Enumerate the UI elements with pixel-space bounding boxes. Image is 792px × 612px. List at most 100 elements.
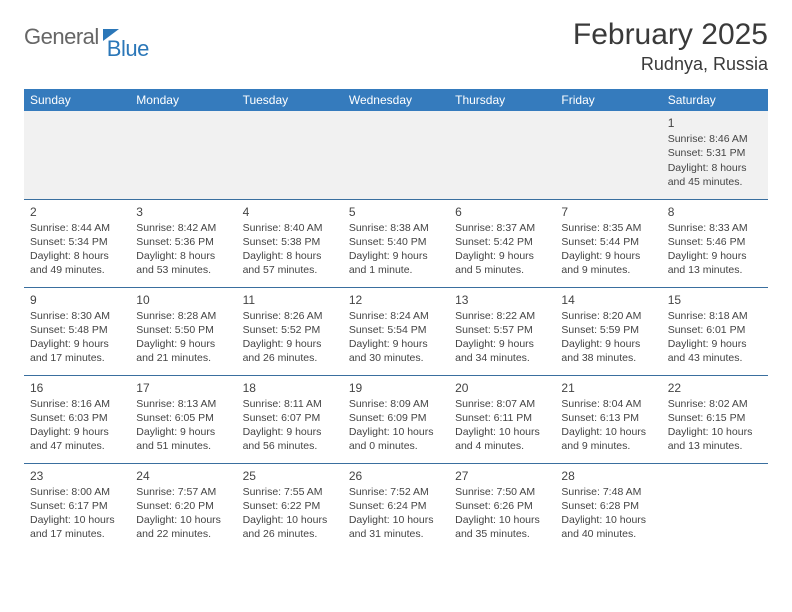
day-number: 1 <box>668 115 762 131</box>
sunset-text: Sunset: 6:15 PM <box>668 411 762 425</box>
day-header-row: Sunday Monday Tuesday Wednesday Thursday… <box>24 89 768 111</box>
day-number: 17 <box>136 380 230 396</box>
day-number: 12 <box>349 292 443 308</box>
daylight-text: Daylight: 10 hours and 22 minutes. <box>136 513 230 541</box>
daylight-text: Daylight: 9 hours and 26 minutes. <box>243 337 337 365</box>
daylight-text: Daylight: 9 hours and 1 minute. <box>349 249 443 277</box>
month-title: February 2025 <box>573 18 768 52</box>
sunset-text: Sunset: 6:24 PM <box>349 499 443 513</box>
sunrise-text: Sunrise: 7:50 AM <box>455 485 549 499</box>
day-number: 14 <box>561 292 655 308</box>
day-number: 18 <box>243 380 337 396</box>
calendar-cell: 4Sunrise: 8:40 AMSunset: 5:38 PMDaylight… <box>237 199 343 287</box>
sunrise-text: Sunrise: 8:16 AM <box>30 397 124 411</box>
logo-text-blue: Blue <box>107 36 149 62</box>
day-number: 22 <box>668 380 762 396</box>
day-number: 10 <box>136 292 230 308</box>
daylight-text: Daylight: 9 hours and 47 minutes. <box>30 425 124 453</box>
sunset-text: Sunset: 5:48 PM <box>30 323 124 337</box>
sunrise-text: Sunrise: 8:30 AM <box>30 309 124 323</box>
sunrise-text: Sunrise: 8:22 AM <box>455 309 549 323</box>
daylight-text: Daylight: 9 hours and 43 minutes. <box>668 337 762 365</box>
daylight-text: Daylight: 9 hours and 5 minutes. <box>455 249 549 277</box>
sunset-text: Sunset: 6:17 PM <box>30 499 124 513</box>
dayhead-sun: Sunday <box>24 89 130 111</box>
sunrise-text: Sunrise: 8:04 AM <box>561 397 655 411</box>
calendar-week-row: 23Sunrise: 8:00 AMSunset: 6:17 PM Dayligh… <box>24 463 768 551</box>
sunrise-text: Sunrise: 7:52 AM <box>349 485 443 499</box>
daylight-text: Daylight: 9 hours and 21 minutes. <box>136 337 230 365</box>
calendar-cell: 2Sunrise: 8:44 AMSunset: 5:34 PMDaylight… <box>24 199 130 287</box>
calendar-cell: 20Sunrise: 8:07 AMSunset: 6:11 PMDayligh… <box>449 375 555 463</box>
sunrise-text: Sunrise: 8:00 AM <box>30 485 124 499</box>
daylight-text: Daylight: 10 hours and 35 minutes. <box>455 513 549 541</box>
calendar-cell: 25Sunrise: 7:55 AMSunset: 6:22 PMDayligh… <box>237 463 343 551</box>
calendar-cell: 22Sunrise: 8:02 AMSunset: 6:15 PMDayligh… <box>662 375 768 463</box>
calendar-cell <box>343 111 449 199</box>
dayhead-thu: Thursday <box>449 89 555 111</box>
sunrise-text: Sunrise: 8:07 AM <box>455 397 549 411</box>
sunrise-text: Sunrise: 8:40 AM <box>243 221 337 235</box>
daylight-text: Daylight: 9 hours and 51 minutes. <box>136 425 230 453</box>
sunset-text: Sunset: 6:22 PM <box>243 499 337 513</box>
sunset-text: Sunset: 6:07 PM <box>243 411 337 425</box>
calendar-cell <box>449 111 555 199</box>
calendar-cell <box>130 111 236 199</box>
daylight-text: Daylight: 10 hours and 40 minutes. <box>561 513 655 541</box>
calendar-week-row: 16Sunrise: 8:16 AMSunset: 6:03 PMDayligh… <box>24 375 768 463</box>
sunset-text: Sunset: 6:03 PM <box>30 411 124 425</box>
sunrise-text: Sunrise: 8:18 AM <box>668 309 762 323</box>
daylight-text: Daylight: 10 hours and 0 minutes. <box>349 425 443 453</box>
sunset-text: Sunset: 5:38 PM <box>243 235 337 249</box>
daylight-text: Daylight: 10 hours and 26 minutes. <box>243 513 337 541</box>
day-number: 25 <box>243 468 337 484</box>
sunrise-text: Sunrise: 8:11 AM <box>243 397 337 411</box>
sunset-text: Sunset: 5:54 PM <box>349 323 443 337</box>
daylight-text: Daylight: 10 hours and 31 minutes. <box>349 513 443 541</box>
sunset-text: Sunset: 5:57 PM <box>455 323 549 337</box>
calendar-cell: 23Sunrise: 8:00 AMSunset: 6:17 PMDayligh… <box>24 463 130 551</box>
sunrise-text: Sunrise: 8:38 AM <box>349 221 443 235</box>
calendar-cell <box>662 463 768 551</box>
location-label: Rudnya, Russia <box>573 54 768 75</box>
day-number: 7 <box>561 204 655 220</box>
sunset-text: Sunset: 6:13 PM <box>561 411 655 425</box>
sunrise-text: Sunrise: 7:48 AM <box>561 485 655 499</box>
daylight-text: Daylight: 8 hours and 49 minutes. <box>30 249 124 277</box>
sunset-text: Sunset: 5:52 PM <box>243 323 337 337</box>
day-number: 19 <box>349 380 443 396</box>
day-number: 24 <box>136 468 230 484</box>
header: General Blue February 2025 Rudnya, Russi… <box>24 18 768 75</box>
daylight-text: Daylight: 8 hours and 45 minutes. <box>668 161 762 189</box>
sunset-text: Sunset: 5:46 PM <box>668 235 762 249</box>
daylight-text: Daylight: 8 hours and 57 minutes. <box>243 249 337 277</box>
sunset-text: Sunset: 6:26 PM <box>455 499 549 513</box>
dayhead-wed: Wednesday <box>343 89 449 111</box>
sunset-text: Sunset: 5:31 PM <box>668 146 762 160</box>
daylight-text: Daylight: 9 hours and 34 minutes. <box>455 337 549 365</box>
calendar-cell <box>555 111 661 199</box>
daylight-text: Daylight: 10 hours and 4 minutes. <box>455 425 549 453</box>
day-number: 23 <box>30 468 124 484</box>
calendar-cell: 24Sunrise: 7:57 AMSunset: 6:20 PMDayligh… <box>130 463 236 551</box>
daylight-text: Daylight: 9 hours and 56 minutes. <box>243 425 337 453</box>
calendar-cell: 3Sunrise: 8:42 AMSunset: 5:36 PMDaylight… <box>130 199 236 287</box>
daylight-text: Daylight: 8 hours and 53 minutes. <box>136 249 230 277</box>
day-number: 20 <box>455 380 549 396</box>
daylight-text: Daylight: 9 hours and 9 minutes. <box>561 249 655 277</box>
day-number: 6 <box>455 204 549 220</box>
calendar-cell: 26Sunrise: 7:52 AMSunset: 6:24 PMDayligh… <box>343 463 449 551</box>
calendar-cell <box>237 111 343 199</box>
sunrise-text: Sunrise: 8:20 AM <box>561 309 655 323</box>
daylight-text: Daylight: 9 hours and 17 minutes. <box>30 337 124 365</box>
day-number: 15 <box>668 292 762 308</box>
calendar-week-row: 9Sunrise: 8:30 AMSunset: 5:48 PMDaylight… <box>24 287 768 375</box>
sunset-text: Sunset: 5:44 PM <box>561 235 655 249</box>
calendar-cell: 1Sunrise: 8:46 AMSunset: 5:31 PMDaylight… <box>662 111 768 199</box>
title-block: February 2025 Rudnya, Russia <box>573 18 768 75</box>
day-number: 26 <box>349 468 443 484</box>
calendar-cell: 18Sunrise: 8:11 AMSunset: 6:07 PMDayligh… <box>237 375 343 463</box>
calendar-cell: 8Sunrise: 8:33 AMSunset: 5:46 PMDaylight… <box>662 199 768 287</box>
calendar-cell: 17Sunrise: 8:13 AMSunset: 6:05 PMDayligh… <box>130 375 236 463</box>
calendar-week-row: 2Sunrise: 8:44 AMSunset: 5:34 PMDaylight… <box>24 199 768 287</box>
